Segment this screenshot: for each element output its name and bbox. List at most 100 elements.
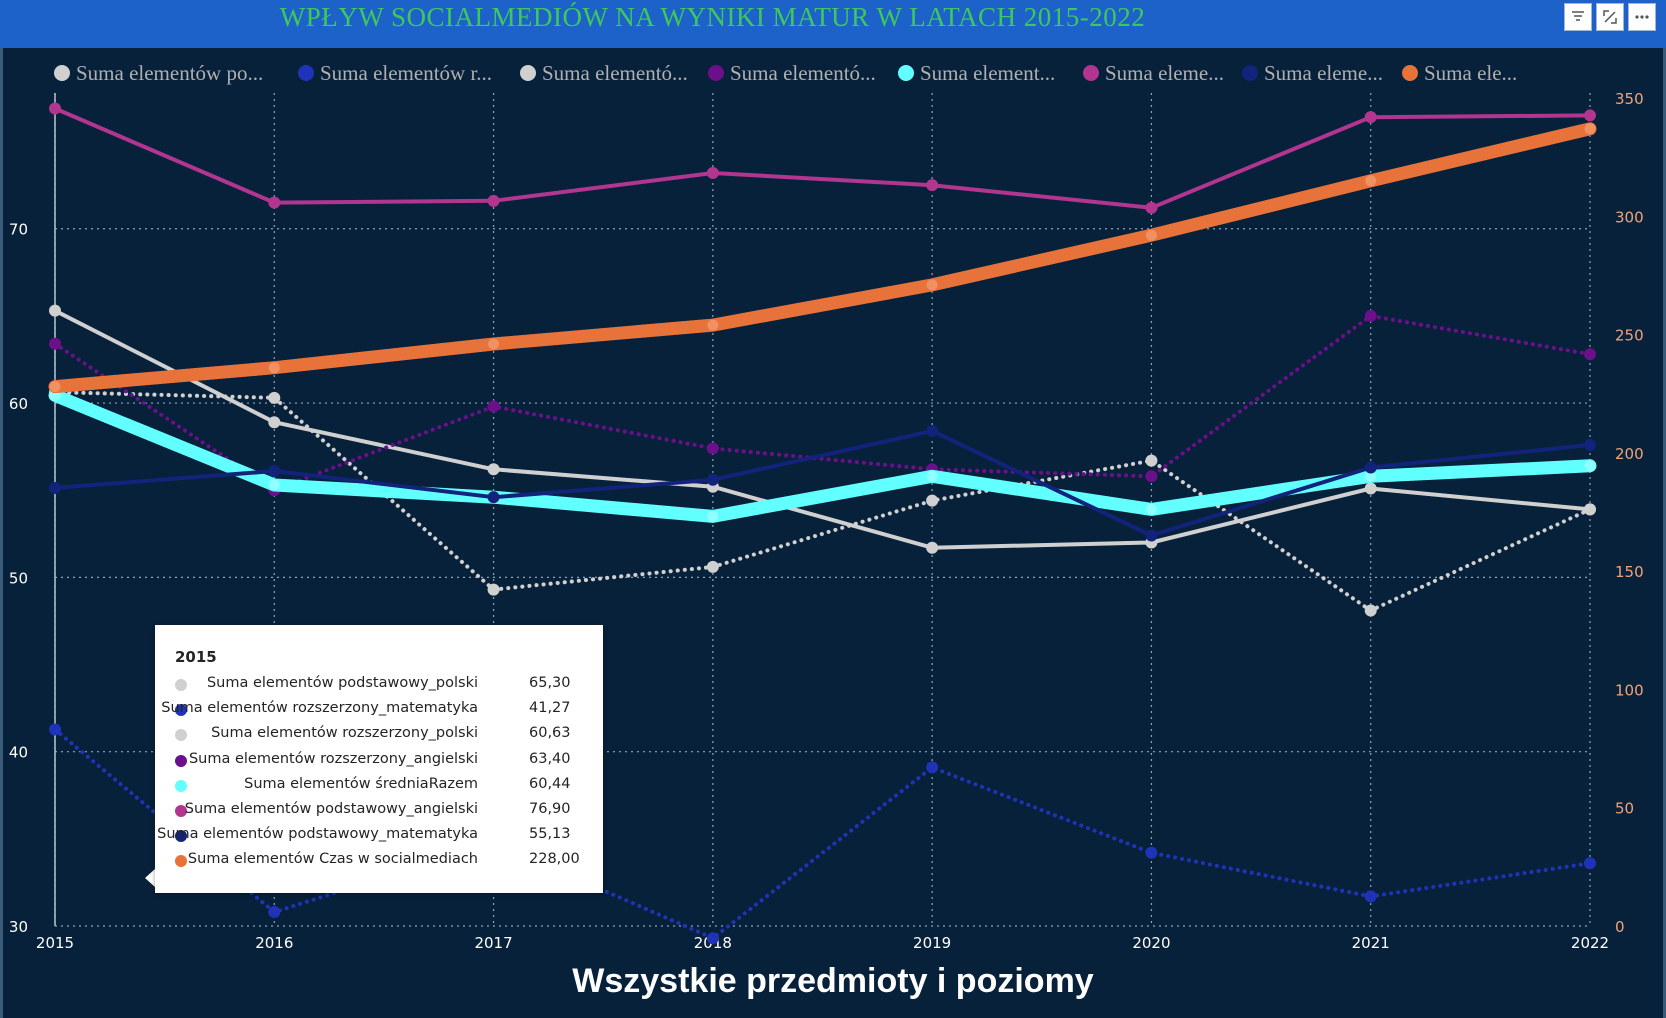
- data-point[interactable]: [926, 424, 939, 437]
- data-point[interactable]: [1145, 503, 1157, 515]
- legend-label[interactable]: Suma element...: [920, 61, 1055, 85]
- series-line: [53, 390, 1592, 613]
- data-point[interactable]: [268, 465, 281, 478]
- tooltip-row: Suma elementów podstawowy_angielski 76,90: [155, 799, 603, 823]
- data-point[interactable]: [1364, 111, 1377, 124]
- data-point[interactable]: [1145, 454, 1158, 467]
- data-point[interactable]: [1365, 470, 1377, 482]
- data-point[interactable]: [268, 196, 281, 209]
- legend-marker: [1402, 65, 1418, 81]
- data-point[interactable]: [1364, 890, 1377, 903]
- filter-icon[interactable]: [1564, 3, 1592, 31]
- tooltip-row: Suma elementów rozszerzony_matematyka 41,…: [155, 698, 603, 722]
- legend[interactable]: Suma elementów po... Suma elementów r... S…: [54, 61, 1517, 85]
- legend-label[interactable]: Suma elementó...: [542, 61, 688, 85]
- data-point[interactable]: [487, 194, 500, 207]
- data-point[interactable]: [1584, 857, 1596, 870]
- tooltip-pointer: [145, 869, 155, 887]
- tooltip-series-value: 60,44: [529, 775, 571, 792]
- tooltip-row: Suma elementów średniaRazem 60,44: [155, 774, 603, 798]
- data-point[interactable]: [707, 319, 719, 331]
- series-color-dot: [175, 779, 187, 792]
- y-axis-left: 30 40 50 60 70: [9, 221, 28, 936]
- y-left-tick-label: 50: [9, 569, 28, 587]
- tooltip-series-name: Suma elementów rozszerzony_polski: [211, 725, 478, 742]
- data-point[interactable]: [1364, 309, 1377, 322]
- data-point[interactable]: [1145, 201, 1158, 214]
- x-tick-label: 2022: [1571, 934, 1609, 952]
- tooltip-year: 2015: [175, 648, 217, 666]
- data-point[interactable]: [1364, 482, 1377, 495]
- legend-label[interactable]: Suma ele...: [1424, 61, 1517, 85]
- data-point[interactable]: [1364, 461, 1377, 474]
- data-point[interactable]: [1584, 109, 1596, 122]
- data-point[interactable]: [268, 479, 280, 491]
- data-point[interactable]: [706, 932, 719, 945]
- data-point[interactable]: [926, 761, 939, 774]
- frame-border-right: [1663, 48, 1666, 1018]
- data-point[interactable]: [1145, 229, 1157, 241]
- data-point[interactable]: [268, 362, 280, 374]
- legend-label[interactable]: Suma elementów po...: [76, 61, 263, 85]
- data-point[interactable]: [1145, 470, 1158, 483]
- data-point[interactable]: [926, 494, 939, 507]
- data-point[interactable]: [1145, 529, 1158, 542]
- x-tick-label: 2016: [255, 934, 293, 952]
- data-point[interactable]: [49, 304, 61, 317]
- y-right-tick-label: 350: [1615, 90, 1644, 108]
- data-point[interactable]: [1584, 438, 1596, 451]
- series-color-dot: [175, 855, 187, 868]
- tooltip-series-value: 228,00: [529, 851, 580, 868]
- series-color-dot: [175, 830, 187, 843]
- tooltip-series-value: 60,63: [529, 725, 571, 742]
- y-right-tick-label: 300: [1615, 208, 1644, 226]
- legend-label[interactable]: Suma elementów r...: [320, 61, 492, 85]
- data-point[interactable]: [268, 906, 281, 919]
- data-point[interactable]: [926, 179, 939, 192]
- data-point[interactable]: [268, 416, 281, 429]
- data-point[interactable]: [706, 442, 719, 455]
- series-line: [48, 388, 1597, 523]
- data-point[interactable]: [49, 381, 61, 393]
- data-point[interactable]: [1584, 348, 1596, 361]
- data-point[interactable]: [49, 481, 61, 494]
- legend-marker: [898, 65, 914, 81]
- data-point[interactable]: [487, 491, 500, 504]
- legend-marker: [1083, 65, 1099, 81]
- data-point[interactable]: [1364, 604, 1377, 617]
- tooltip-series-name: Suma elementów podstawowy_matematyka: [157, 826, 478, 843]
- data-point[interactable]: [706, 473, 719, 486]
- data-point[interactable]: [49, 102, 61, 115]
- data-point[interactable]: [926, 541, 939, 554]
- data-point[interactable]: [706, 560, 719, 573]
- series-group: [49, 386, 1596, 617]
- data-point[interactable]: [926, 470, 938, 482]
- x-tick-label: 2019: [913, 934, 951, 952]
- data-point[interactable]: [926, 279, 938, 291]
- data-point[interactable]: [488, 338, 500, 350]
- data-point[interactable]: [1584, 460, 1596, 472]
- data-point[interactable]: [487, 463, 500, 476]
- series-line: [53, 727, 1592, 941]
- legend-label[interactable]: Suma elementó...: [730, 61, 876, 85]
- focus-mode-icon[interactable]: [1596, 3, 1624, 31]
- series-line: [48, 122, 1597, 394]
- data-point[interactable]: [49, 337, 61, 350]
- data-point[interactable]: [487, 583, 500, 596]
- data-point[interactable]: [1584, 123, 1596, 135]
- title-bar: WPŁYW SOCIALMEDIÓW NA WYNIKI MATUR W LAT…: [0, 0, 1666, 48]
- more-options-icon[interactable]: [1628, 3, 1656, 31]
- data-point[interactable]: [707, 510, 719, 522]
- tooltip-series-value: 65,30: [529, 675, 571, 691]
- data-point[interactable]: [487, 400, 500, 413]
- data-point[interactable]: [1584, 503, 1596, 516]
- data-point[interactable]: [1145, 846, 1158, 859]
- legend-label[interactable]: Suma eleme...: [1264, 61, 1383, 85]
- data-point[interactable]: [268, 391, 281, 404]
- legend-label[interactable]: Suma eleme...: [1105, 61, 1224, 85]
- data-point[interactable]: [706, 166, 719, 179]
- data-point[interactable]: [49, 723, 61, 736]
- data-point[interactable]: [1365, 175, 1377, 187]
